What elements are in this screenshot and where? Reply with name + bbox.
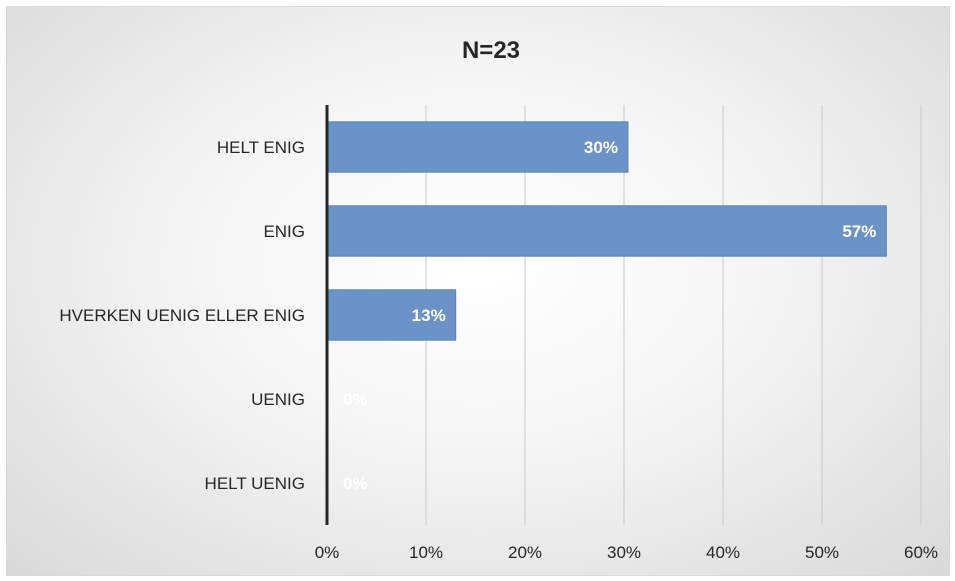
bar-chart: N=23 30% 57% 13% 0% 0% HELT ENIG ENIG HVERKEN …: [7, 7, 950, 576]
category-label: UENIG: [251, 390, 305, 409]
data-label: 57%: [842, 222, 876, 241]
chart-title: N=23: [462, 37, 520, 64]
category-label: HVERKEN UENIG ELLER ENIG: [59, 306, 305, 325]
category-label: ENIG: [263, 222, 305, 241]
x-tick-label: 20%: [508, 543, 542, 562]
bars: 30% 57% 13% 0% 0%: [327, 122, 886, 493]
x-tick-label: 60%: [904, 543, 938, 562]
x-tick-label: 30%: [607, 543, 641, 562]
bar: [327, 206, 886, 256]
x-tick-label: 0%: [315, 543, 340, 562]
category-label: HELT UENIG: [205, 474, 305, 493]
chart-area: N=23 30% 57% 13% 0% 0% HELT ENIG ENIG HVERKEN …: [6, 6, 950, 576]
category-label: HELT ENIG: [217, 138, 305, 157]
x-tick-label: 40%: [706, 543, 740, 562]
data-label: 0%: [343, 390, 368, 409]
data-label: 30%: [584, 138, 618, 157]
x-axis-ticks: 0% 10% 20% 30% 40% 50% 60%: [315, 543, 938, 562]
x-tick-label: 10%: [409, 543, 443, 562]
x-tick-label: 50%: [805, 543, 839, 562]
bar: [327, 122, 628, 172]
category-labels: HELT ENIG ENIG HVERKEN UENIG ELLER ENIG UEN…: [59, 138, 305, 493]
data-label: 13%: [412, 306, 446, 325]
data-label: 0%: [343, 474, 368, 493]
